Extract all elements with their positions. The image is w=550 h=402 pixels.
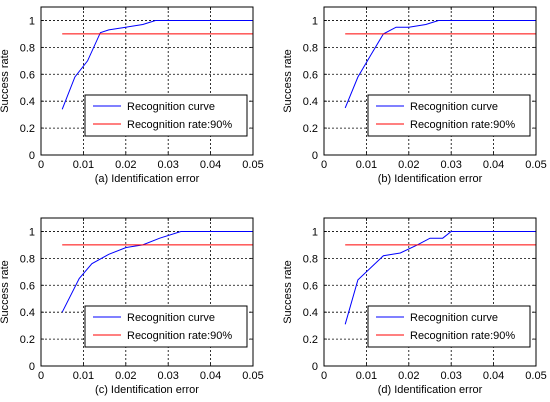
legend-box xyxy=(367,94,531,137)
y-axis-label: Success rate xyxy=(282,260,294,324)
x-tick-label: 0.01 xyxy=(356,370,377,382)
y-tick-label: 0.8 xyxy=(20,253,35,265)
y-tick-label: 0.8 xyxy=(303,42,318,54)
legend-label: Recognition curve xyxy=(127,312,215,324)
chart-panel-3: 0 0.01 0.02 0.03 0.04 0.05 0 0.2 0.4 0.6 0.8 1 Recog… xyxy=(282,217,547,396)
axes-frame xyxy=(40,217,254,367)
x-tick-label: 0.04 xyxy=(200,159,221,171)
x-tick-label: 0 xyxy=(38,159,44,171)
y-tick-label: 0.4 xyxy=(20,307,35,319)
y-tick-label: 0.6 xyxy=(20,69,35,81)
legend-label: Recognition rate:90% xyxy=(410,330,515,342)
x-tick-label: 0.01 xyxy=(356,159,377,171)
x-tick-label: 0.01 xyxy=(73,159,94,171)
x-tick-label: 0.04 xyxy=(483,159,504,171)
x-tick-label: 0.02 xyxy=(398,370,419,382)
x-tick-label: 0.02 xyxy=(115,159,136,171)
legend-label: Recognition curve xyxy=(127,101,215,113)
legend-label: Recognition rate:90% xyxy=(410,119,515,131)
legend-box xyxy=(84,305,248,348)
y-tick-label: 1 xyxy=(29,15,35,27)
legend-box xyxy=(367,305,531,348)
legend-label: Recognition rate:90% xyxy=(127,330,232,342)
legend-label: Recognition curve xyxy=(410,101,498,113)
recognition-curve-line xyxy=(61,20,253,110)
y-tick-label: 0.2 xyxy=(20,334,35,346)
chart-panel-0: 0 0.01 0.02 0.03 0.04 0.05 0 0.2 0.4 0.6 0.8 1 Recog… xyxy=(0,6,264,185)
x-axis-label: (b) Identification error xyxy=(378,173,483,185)
y-tick-label: 0.4 xyxy=(303,307,318,319)
y-tick-label: 0.2 xyxy=(303,334,318,346)
legend-label: Recognition curve xyxy=(410,312,498,324)
y-axis-label: Success rate xyxy=(0,49,11,113)
x-tick-label: 0.05 xyxy=(525,370,546,382)
legend: Recognition curve Recognition rate:90% xyxy=(84,94,248,137)
y-tick-label: 0 xyxy=(29,150,35,162)
y-tick-label: 0 xyxy=(29,361,35,373)
recognition-curve-line xyxy=(61,231,253,313)
x-tick-label: 0.01 xyxy=(73,370,94,382)
y-tick-label: 0.2 xyxy=(303,123,318,135)
x-tick-label: 0.05 xyxy=(525,159,546,171)
y-tick-label: 0.6 xyxy=(303,69,318,81)
y-tick-label: 0.4 xyxy=(20,96,35,108)
recognition-curve-line xyxy=(344,20,536,109)
axes-frame xyxy=(40,6,254,156)
y-tick-label: 0 xyxy=(312,361,318,373)
y-tick-label: 0.8 xyxy=(20,42,35,54)
x-tick-label: 0 xyxy=(321,159,327,171)
legend: Recognition curve Recognition rate:90% xyxy=(84,305,248,348)
x-axis-label: (d) Identification error xyxy=(378,384,483,396)
legend: Recognition curve Recognition rate:90% xyxy=(367,305,531,348)
y-tick-label: 1 xyxy=(312,15,318,27)
legend-box xyxy=(84,94,248,137)
axes-frame xyxy=(323,6,537,156)
x-tick-label: 0.04 xyxy=(483,370,504,382)
y-axis-label: Success rate xyxy=(282,49,294,113)
x-tick-label: 0.02 xyxy=(398,159,419,171)
y-tick-label: 0.8 xyxy=(303,253,318,265)
y-axis-label: Success rate xyxy=(0,260,11,324)
chart-panel-1: 0 0.01 0.02 0.03 0.04 0.05 0 0.2 0.4 0.6 0.8 1 Recog… xyxy=(282,6,547,185)
x-tick-label: 0.03 xyxy=(157,159,178,171)
x-axis-label: (a) Identification error xyxy=(95,173,200,185)
y-tick-label: 0 xyxy=(312,150,318,162)
legend: Recognition curve Recognition rate:90% xyxy=(367,94,531,137)
x-tick-label: 0 xyxy=(38,370,44,382)
x-tick-label: 0.02 xyxy=(115,370,136,382)
x-tick-label: 0.03 xyxy=(440,370,461,382)
y-tick-label: 1 xyxy=(29,226,35,238)
y-tick-label: 0.4 xyxy=(303,96,318,108)
x-tick-label: 0.05 xyxy=(242,159,263,171)
x-tick-label: 0.04 xyxy=(200,370,221,382)
y-tick-label: 0.6 xyxy=(303,280,318,292)
x-tick-label: 0.03 xyxy=(157,370,178,382)
x-tick-label: 0 xyxy=(321,370,327,382)
y-tick-label: 0.6 xyxy=(20,280,35,292)
chart-panel-2: 0 0.01 0.02 0.03 0.04 0.05 0 0.2 0.4 0.6 0.8 1 Recog… xyxy=(0,217,264,396)
x-tick-label: 0.05 xyxy=(242,370,263,382)
legend-label: Recognition rate:90% xyxy=(127,119,232,131)
axes-frame xyxy=(323,217,537,367)
y-tick-label: 1 xyxy=(312,226,318,238)
x-tick-label: 0.03 xyxy=(440,159,461,171)
y-tick-label: 0.2 xyxy=(20,123,35,135)
x-axis-label: (c) Identification error xyxy=(95,384,199,396)
